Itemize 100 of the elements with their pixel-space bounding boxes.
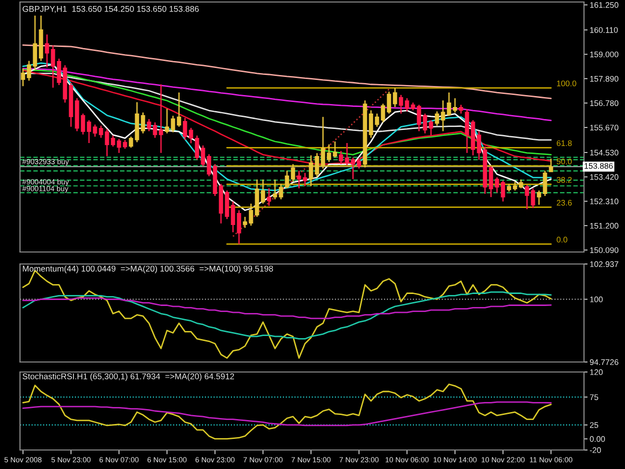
candlestick	[542, 170, 548, 197]
y-tick-label: 153.420	[590, 174, 618, 180]
candlestick	[44, 34, 50, 68]
series-label: 0.0	[556, 236, 568, 242]
candlestick	[272, 178, 278, 200]
candlestick	[290, 164, 296, 182]
candlestick	[32, 14, 38, 70]
candlestick	[278, 183, 284, 200]
candlestick	[182, 117, 188, 141]
y-tick-label: 120	[590, 369, 603, 375]
candlestick	[104, 128, 110, 157]
y-tick-label: 0.00	[590, 436, 605, 442]
y-tick-label: 159.000	[590, 52, 618, 58]
candlestick	[530, 188, 536, 209]
candlestick	[140, 112, 146, 134]
candlestick	[194, 134, 200, 160]
candlestick	[314, 152, 320, 178]
candlestick	[428, 120, 434, 136]
candlestick	[56, 58, 62, 86]
candlestick	[170, 115, 176, 133]
line-series	[22, 44, 552, 100]
candlestick	[386, 91, 392, 114]
line-series	[22, 297, 552, 320]
candlestick	[524, 184, 530, 210]
y-tick-label: 156.780	[590, 100, 618, 106]
candlestick	[374, 112, 380, 128]
candlestick	[110, 134, 116, 148]
candlestick	[452, 98, 458, 114]
candlestick	[302, 172, 308, 187]
y-tick-label: 150.090	[590, 247, 618, 254]
candlestick	[86, 120, 92, 144]
chart-title: Momentum(44) 100.0449 =>MA(20) 100.3566 =>MA(100) 99.5198	[22, 265, 273, 274]
y-tick-label: 94.7726	[590, 359, 618, 365]
y-tick-label: 100	[590, 296, 603, 302]
chart-title: StochasticRSI.H1 (65,300,1) 61.7934 =>MA(20) 64.5912	[22, 373, 234, 381]
candlestick	[548, 158, 554, 172]
candlestick	[116, 138, 122, 154]
candlestick	[248, 203, 254, 226]
candlestick	[260, 178, 266, 204]
candlestick	[494, 176, 500, 194]
series-label: 23.6	[556, 200, 572, 206]
candlestick	[398, 94, 404, 114]
candlestick	[422, 112, 428, 134]
candlestick	[128, 136, 134, 148]
candlestick	[356, 158, 362, 170]
ref-line-label: 153.886	[584, 163, 613, 169]
candlestick	[404, 98, 410, 112]
y-tick-label: 151.200	[590, 222, 618, 229]
candlestick	[296, 170, 302, 189]
y-tick-label: 161.250	[590, 2, 618, 8]
candlestick	[188, 127, 194, 144]
candlestick	[326, 144, 332, 163]
candlestick	[152, 122, 158, 138]
candlestick	[416, 104, 422, 132]
candlestick	[440, 100, 446, 132]
y-tick-label: 154.530	[590, 150, 618, 156]
candlestick	[50, 44, 56, 88]
line-series	[22, 291, 552, 340]
y-tick-label: 155.670	[590, 124, 618, 130]
candlestick	[392, 87, 398, 108]
candlestick	[92, 124, 98, 138]
y-tick-label: 152.310	[590, 198, 618, 204]
series-label: 50.0	[556, 158, 572, 164]
y-tick-label: 75	[590, 394, 598, 400]
y-tick-label: 25	[590, 422, 598, 428]
candlestick	[98, 125, 104, 138]
candlestick	[200, 144, 206, 167]
candlestick	[164, 108, 170, 134]
line-series	[22, 401, 552, 426]
candlestick	[434, 110, 440, 126]
candlestick	[344, 142, 350, 166]
candlestick	[266, 188, 272, 206]
candlestick	[536, 190, 542, 206]
candlestick	[176, 92, 182, 128]
y-tick-label: 157.890	[590, 76, 618, 82]
candlestick	[242, 216, 248, 228]
candlestick	[446, 92, 452, 116]
series-label: 61.8	[556, 140, 572, 146]
candlestick	[320, 116, 326, 170]
candlestick	[206, 154, 212, 177]
series-label: 100.0	[557, 80, 576, 86]
candlestick	[146, 118, 152, 132]
candlestick	[230, 200, 236, 233]
candlestick	[308, 154, 314, 187]
candlestick	[476, 130, 482, 160]
candlestick	[26, 60, 32, 82]
candlestick	[464, 108, 470, 154]
y-tick-label: 160.110	[590, 27, 618, 33]
candlestick	[80, 112, 86, 136]
candlestick	[350, 156, 356, 180]
candlestick	[380, 103, 386, 124]
line-series	[232, 88, 390, 238]
candlestick	[284, 170, 290, 189]
candlestick	[332, 140, 338, 158]
line-series	[22, 384, 552, 440]
candlestick	[368, 110, 374, 138]
candlestick	[500, 180, 506, 202]
candlestick	[236, 210, 242, 245]
candlestick	[488, 166, 494, 198]
candlestick	[338, 150, 344, 165]
